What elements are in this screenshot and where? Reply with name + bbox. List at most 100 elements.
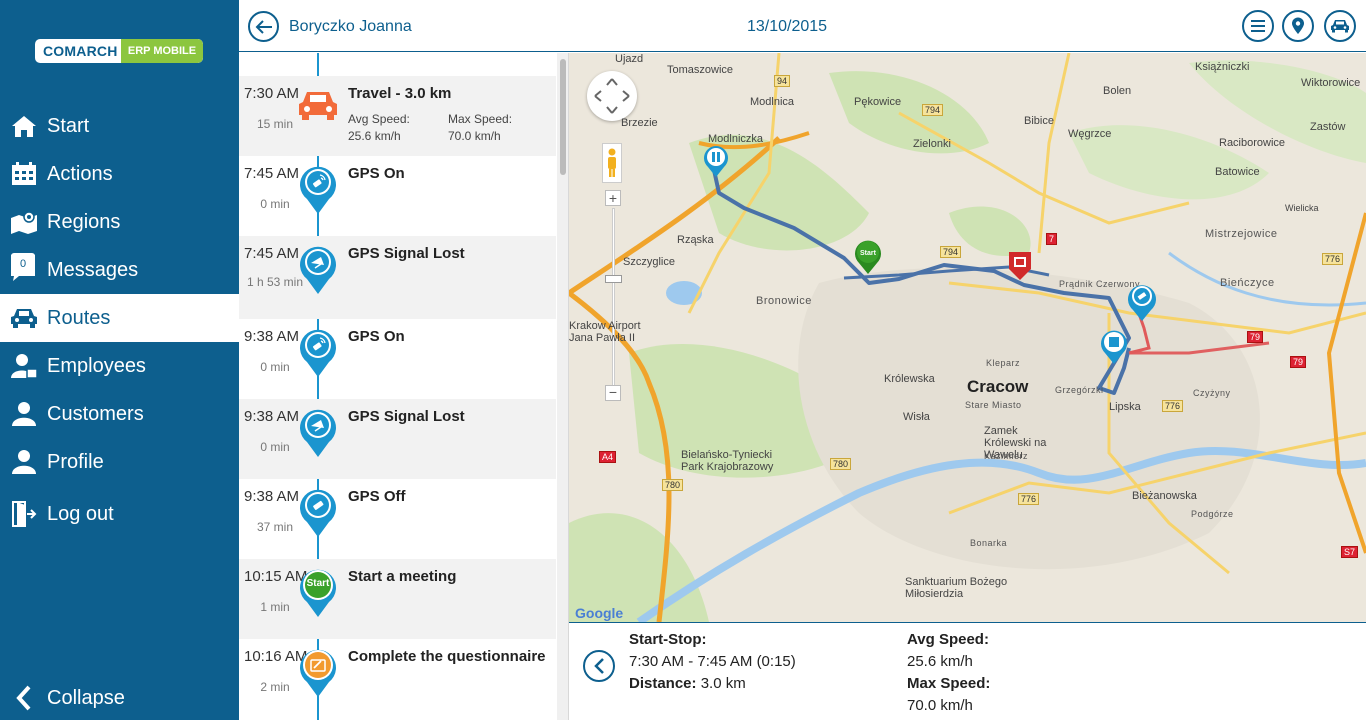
map-place-label: Modlnica xyxy=(750,96,795,108)
road-number-label: 776 xyxy=(1162,400,1184,412)
nav-item-customers[interactable]: Customers xyxy=(0,390,239,438)
nav-item-profile[interactable]: Profile xyxy=(0,438,239,486)
stop-marker-icon[interactable] xyxy=(1100,329,1128,365)
map-regions-icon xyxy=(0,198,47,246)
map-place-label: Tomaszowice xyxy=(667,64,734,76)
zoom-in-button[interactable]: + xyxy=(605,190,621,206)
back-button[interactable] xyxy=(248,11,279,42)
nav-item-actions[interactable]: Actions xyxy=(0,150,239,198)
item-title: Complete the questionnaire xyxy=(348,648,546,665)
timeline-scrollbar[interactable] xyxy=(557,53,568,720)
item-time: 7:30 AM xyxy=(244,85,300,102)
arrow-left-icon xyxy=(255,19,272,34)
previous-segment-button[interactable] xyxy=(583,650,615,682)
map-place-label: Rząska xyxy=(677,234,714,246)
flag-marker-icon[interactable] xyxy=(1006,249,1034,281)
route-date[interactable]: 13/10/2015 xyxy=(747,18,828,35)
map-district-label: Kazimierz xyxy=(984,451,1029,461)
timeline-item-gps-on[interactable]: 9:38 AM 0 min GPS On xyxy=(239,319,556,399)
road-number-label: S7 xyxy=(1341,546,1359,558)
route-summary-panel: Start-Stop: 7:30 AM - 7:45 AM (0:15) Dis… xyxy=(569,622,1366,720)
map-place-label: Zastów xyxy=(1310,121,1346,133)
zoom-slider-handle[interactable] xyxy=(605,275,622,283)
profile-icon xyxy=(0,438,47,486)
timeline-item-gps-off[interactable]: 9:38 AM 37 min GPS Off xyxy=(239,479,556,559)
avg-speed-label: Avg Speed: xyxy=(907,631,989,648)
item-time: 9:38 AM xyxy=(244,408,300,425)
home-icon xyxy=(0,102,47,150)
map-district-label: Bronowice xyxy=(756,295,812,307)
route-map[interactable]: + − Ujazd Tomaszowice Modlnica Pękowice … xyxy=(569,53,1366,622)
map-pan-control[interactable] xyxy=(587,71,637,121)
nav-item-messages[interactable]: 0 Messages xyxy=(0,246,239,294)
nav-item-routes[interactable]: Routes xyxy=(0,294,239,342)
gps-signal-lost-pin-icon xyxy=(299,406,337,458)
customers-icon xyxy=(0,390,47,438)
timeline-item-gps-on[interactable]: 7:45 AM 0 min GPS On xyxy=(239,156,556,236)
timeline-item-gps-lost[interactable]: 7:45 AM 1 h 53 min GPS Signal Lost xyxy=(239,236,556,319)
map-district-label: Kleparz xyxy=(986,358,1021,368)
timeline-item-start-meeting[interactable]: 10:15 AM 1 min Start Start a meeting xyxy=(239,559,556,639)
road-number-label: 79 xyxy=(1247,331,1264,343)
pan-arrows-icon xyxy=(594,78,630,114)
road-number-label: 776 xyxy=(1322,253,1344,265)
nav-item-regions[interactable]: Regions xyxy=(0,198,239,246)
gps-on-pin-icon xyxy=(299,326,337,378)
map-district-label: Grzegórzki xyxy=(1055,385,1104,395)
nav-item-employees[interactable]: Employees xyxy=(0,342,239,390)
item-title: GPS Signal Lost xyxy=(348,408,465,425)
map-place-label: Raciborowice xyxy=(1219,137,1286,149)
collapse-button[interactable]: Collapse xyxy=(0,676,239,720)
route-timeline[interactable]: 7:30 AM 15 min Travel - 3.0 km Avg Speed… xyxy=(239,53,569,720)
map-provider-logo: Google xyxy=(575,605,624,621)
nav-label: Log out xyxy=(47,502,114,525)
item-title: GPS Off xyxy=(348,488,406,505)
nav-item-logout[interactable]: Log out xyxy=(0,490,239,538)
route-car-button[interactable] xyxy=(1324,10,1356,42)
item-duration: 1 h 53 min xyxy=(246,275,304,289)
svg-text:Start: Start xyxy=(860,250,877,257)
nav-label: Routes xyxy=(47,306,111,329)
pause-marker-icon[interactable] xyxy=(703,144,729,178)
item-title: GPS On xyxy=(348,328,405,345)
employee-name: Boryczko Joanna xyxy=(289,18,412,35)
map-city-label: Cracow xyxy=(967,377,1029,396)
message-icon: 0 xyxy=(0,246,47,294)
scrollbar-thumb[interactable] xyxy=(560,59,566,175)
gps-signal-lost-pin-icon xyxy=(299,243,337,295)
car-icon xyxy=(0,294,47,342)
list-view-button[interactable] xyxy=(1242,10,1274,42)
road-number-label: 7 xyxy=(1046,233,1058,245)
nav-label: Regions xyxy=(47,210,121,233)
road-number-label: 776 xyxy=(1018,493,1040,505)
start-stop-label: Start-Stop: xyxy=(629,631,707,648)
street-view-pegman-icon[interactable] xyxy=(602,143,622,183)
item-duration: 2 min xyxy=(260,680,290,694)
item-time: 10:16 AM xyxy=(244,648,308,665)
max-speed-value: 70.0 km/h xyxy=(907,697,973,714)
map-district-label: Czyżyny xyxy=(1193,388,1231,398)
zoom-slider[interactable] xyxy=(612,208,615,386)
timeline-item-travel[interactable]: 7:30 AM 15 min Travel - 3.0 km Avg Speed… xyxy=(239,76,556,156)
car-icon xyxy=(297,88,337,140)
map-place-label: Krakow Airport Jana Pawła II xyxy=(569,320,641,344)
timeline-item-questionnaire[interactable]: 10:16 AM 2 min Complete the questionnair… xyxy=(239,639,556,719)
timeline-item-gps-lost[interactable]: 9:38 AM 0 min GPS Signal Lost xyxy=(239,399,556,479)
item-time: 9:38 AM xyxy=(244,488,300,505)
item-title: GPS On xyxy=(348,165,405,182)
road-number-label: 94 xyxy=(774,75,791,87)
map-pin-button[interactable] xyxy=(1282,10,1314,42)
location-pin-icon xyxy=(1292,17,1304,34)
map-street-label: Królewska xyxy=(884,373,935,385)
zoom-out-button[interactable]: − xyxy=(605,385,621,401)
questionnaire-pin-icon xyxy=(299,646,337,698)
start-marker-icon[interactable]: Start xyxy=(854,239,882,275)
map-place-label: Modlniczka xyxy=(708,133,764,145)
map-place-label: Batowice xyxy=(1215,166,1260,178)
gps-marker-cluster-icon[interactable] xyxy=(1127,282,1157,322)
nav-item-start[interactable]: Start xyxy=(0,102,239,150)
app-logo: COMARCH ERP MOBILE xyxy=(35,39,203,63)
sidebar: COMARCH ERP MOBILE Start Actions Regions… xyxy=(0,0,239,720)
distance-label: Distance: xyxy=(629,675,697,692)
